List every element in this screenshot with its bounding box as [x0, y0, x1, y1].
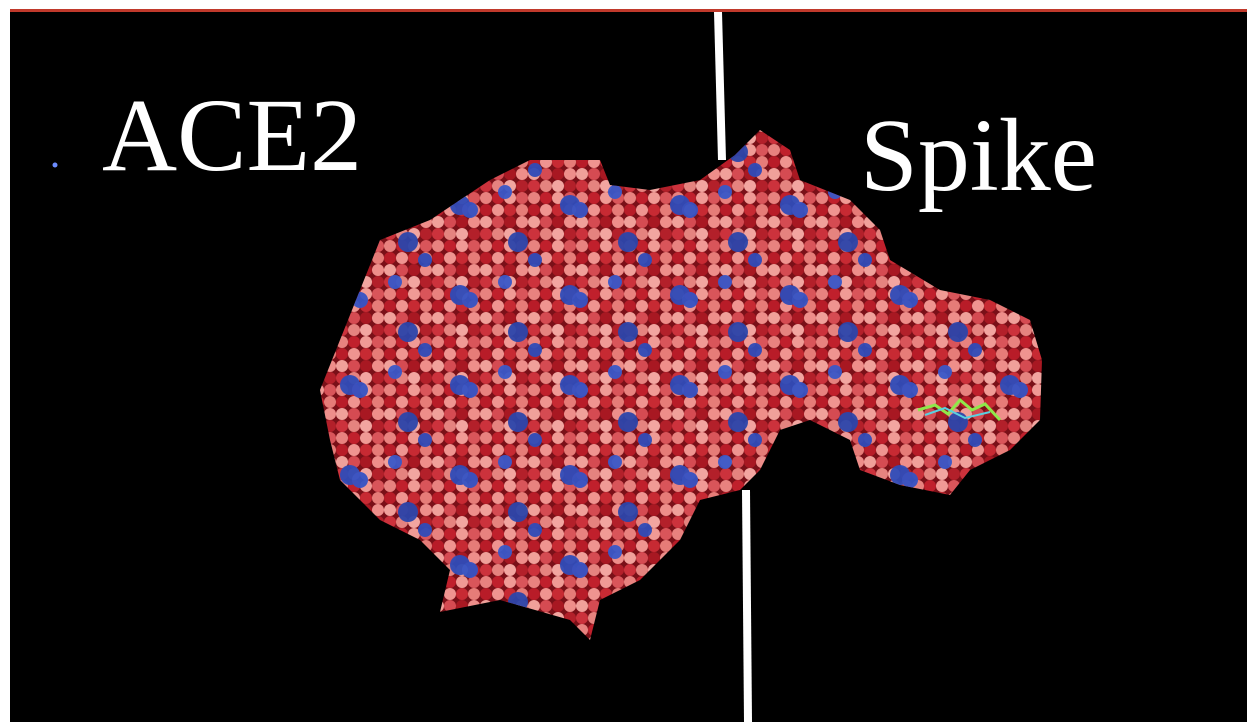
- marker-dot: [53, 163, 58, 168]
- label-spike: Spike: [860, 98, 1097, 213]
- label-ace2: ACE2: [102, 78, 362, 193]
- page: ACE2 Spike (() => { const data = JSON.pa…: [0, 0, 1247, 722]
- top-border: [10, 9, 1247, 12]
- render: ACE2 Spike: [0, 0, 1247, 722]
